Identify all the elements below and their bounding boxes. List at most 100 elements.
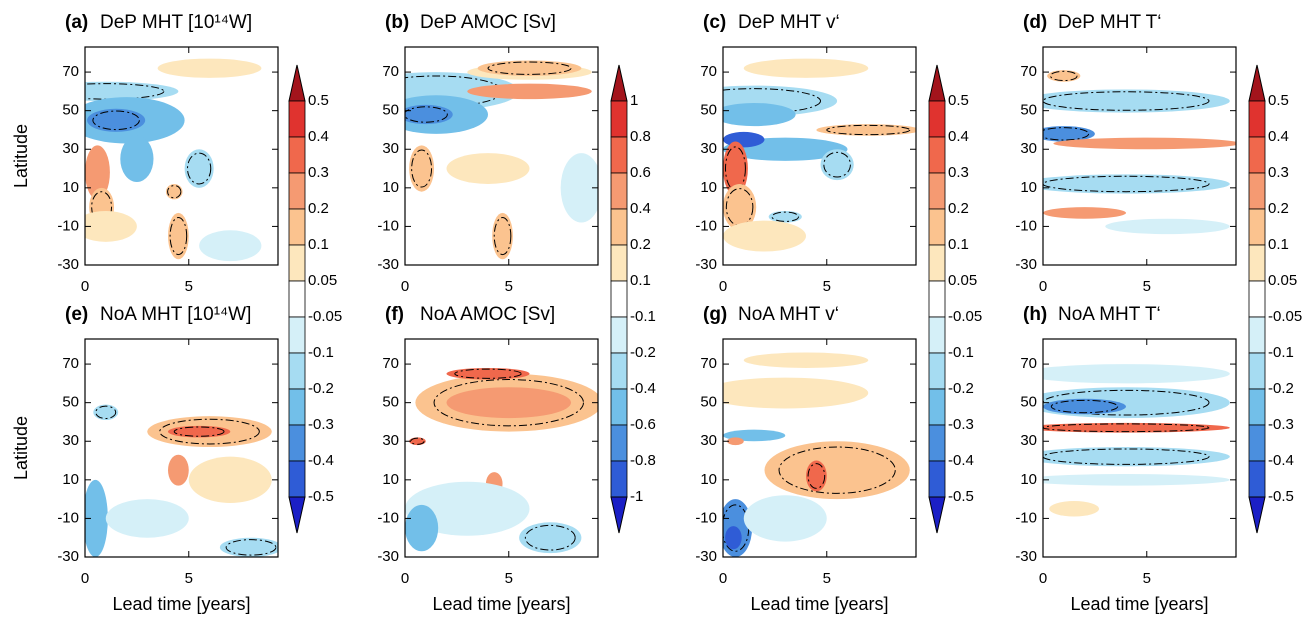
y-tick-label: 70 <box>1020 355 1037 372</box>
colorbar-bin <box>288 316 306 354</box>
contour-fill <box>405 504 439 552</box>
y-tick-label: -10 <box>377 509 399 526</box>
contour-fill <box>87 108 146 132</box>
colorbar-bin <box>1248 388 1266 426</box>
colorbar-label: 0.3 <box>308 164 329 181</box>
contour-fill <box>85 479 108 557</box>
y-tick-label: 30 <box>62 432 79 449</box>
y-tick-label: -30 <box>57 548 79 565</box>
colorbar-bin <box>1248 352 1266 390</box>
colorbar-label: -0.5 <box>1268 488 1294 505</box>
y-tick-label: 70 <box>382 355 399 372</box>
colorbar-bin <box>288 208 306 246</box>
colorbar-label: 0.2 <box>948 200 969 217</box>
colorbar-bin <box>610 460 628 498</box>
contour-fill <box>1043 89 1230 113</box>
contour-fill <box>1105 218 1230 235</box>
y-tick-label: -10 <box>695 509 717 526</box>
contour-line <box>1043 91 1210 111</box>
contour-line <box>823 151 851 178</box>
contour-line <box>405 106 448 123</box>
x-tick-label: 5 <box>1143 278 1151 295</box>
contour-line <box>169 217 188 256</box>
colorbar-bin <box>288 280 306 318</box>
colorbar-bin <box>928 172 946 210</box>
colorbar-label: -0.5 <box>948 488 974 505</box>
y-tick-label: 10 <box>382 471 399 488</box>
colorbar-label: -0.4 <box>308 452 334 469</box>
colorbar-bin <box>928 100 946 138</box>
contour-fills <box>1043 364 1230 517</box>
colorbar-bin <box>610 388 628 426</box>
colorbar-bin <box>288 424 306 462</box>
colorbar-bin <box>1248 172 1266 210</box>
colorbar-bin <box>288 388 306 426</box>
colorbar-label: -0.4 <box>1268 452 1294 469</box>
contour-fill <box>120 135 154 183</box>
colorbar-label: -0.05 <box>308 308 342 325</box>
y-tick-label: 30 <box>700 140 717 157</box>
panel-title: DeP AMOC [Sv] <box>420 12 556 33</box>
contour-fill <box>723 183 757 231</box>
contour-line <box>524 524 576 551</box>
panel-title: NoA MHT T‘ <box>1058 304 1161 325</box>
y-tick-label: 50 <box>382 394 399 411</box>
contour-fill <box>743 58 869 78</box>
contour-fill <box>519 522 582 554</box>
colorbar-label: -0.1 <box>1268 344 1294 361</box>
contour-fill <box>199 230 262 262</box>
contour-fills <box>85 58 262 262</box>
contour-fill <box>93 404 119 421</box>
contour-fill <box>820 149 854 181</box>
contour-fill <box>1047 70 1081 82</box>
contour-fill <box>764 441 910 500</box>
contour-fill <box>723 220 807 252</box>
contour-fill <box>105 499 189 538</box>
contour-fill <box>188 456 272 503</box>
contour-line <box>826 124 911 136</box>
y-tick-label: 30 <box>382 432 399 449</box>
y-tick-label: 50 <box>62 394 79 411</box>
colorbar-label: 0.1 <box>948 236 969 253</box>
colorbar-label: 0.1 <box>630 272 651 289</box>
x-tick-label: 0 <box>719 278 727 295</box>
x-tick-label: 5 <box>505 570 513 587</box>
colorbar-arrow <box>1248 64 1266 102</box>
contour-line <box>410 437 425 445</box>
colorbar-label: -0.2 <box>948 380 974 397</box>
y-tick-label: -10 <box>695 217 717 234</box>
panel-label: (h) <box>1023 304 1047 325</box>
y-tick-label: 10 <box>62 179 79 196</box>
colorbar-bin <box>288 244 306 282</box>
plot-frame <box>722 338 917 558</box>
y-axis-label: Latitude <box>11 416 31 480</box>
contour-line <box>433 379 584 427</box>
panel-label: (f) <box>385 304 404 325</box>
contour-line <box>1043 127 1090 141</box>
x-axis-label: Lead time [years] <box>1070 594 1208 614</box>
panel-title: NoA AMOC [Sv] <box>420 304 555 325</box>
y-tick-label: 30 <box>700 432 717 449</box>
panel-label: (d) <box>1023 12 1047 33</box>
colorbar-label: -0.4 <box>948 452 974 469</box>
contour-fills <box>1043 70 1236 235</box>
y-tick-label: -30 <box>695 548 717 565</box>
colorbar-bin <box>928 352 946 390</box>
x-tick-label: 5 <box>185 278 193 295</box>
y-tick-label: -10 <box>1015 509 1037 526</box>
x-tick-label: 0 <box>401 278 409 295</box>
colorbar-label: -0.3 <box>1268 416 1294 433</box>
contour-fill <box>168 425 231 438</box>
contour-fill <box>446 387 572 419</box>
colorbar-label: 0.2 <box>308 200 329 217</box>
y-tick-label: -30 <box>57 256 79 273</box>
colorbar-label: -0.3 <box>948 416 974 433</box>
colorbar-label: -0.05 <box>948 308 982 325</box>
contour-line <box>1049 70 1078 82</box>
contour-fill <box>405 104 453 125</box>
x-axis-label: Lead time [years] <box>112 594 250 614</box>
colorbar-bin <box>1248 424 1266 462</box>
panel-title: DeP MHT v‘ <box>738 12 840 33</box>
y-tick-label: -10 <box>57 217 79 234</box>
y-tick-label: 10 <box>700 179 717 196</box>
